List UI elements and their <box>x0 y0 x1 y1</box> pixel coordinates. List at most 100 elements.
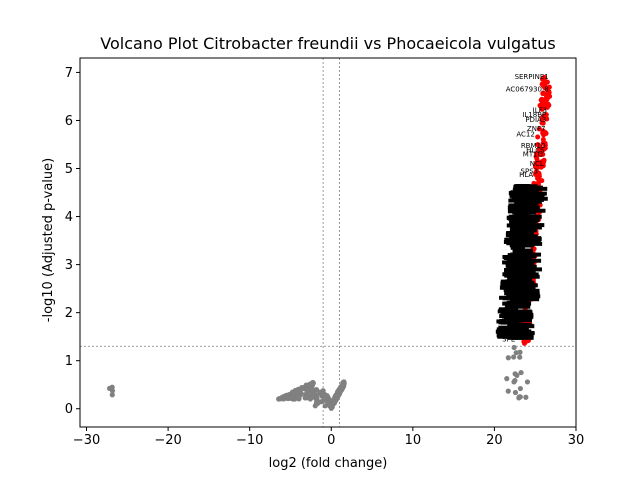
point-not-significant <box>300 384 307 391</box>
gene-label-4: PDIA3 <box>525 116 546 124</box>
label-overlap-mark <box>515 296 538 301</box>
gene-label-22: ALB <box>504 302 518 310</box>
point-not-significant <box>326 397 332 403</box>
x-tick-label: −10 <box>236 433 263 448</box>
point-not-significant <box>523 394 529 400</box>
point-not-significant <box>318 399 324 405</box>
label-overlap-mark <box>509 318 532 323</box>
label-overlap-mark <box>524 191 547 196</box>
point-not-significant <box>511 344 517 351</box>
point-significant <box>542 145 548 151</box>
gene-label-12: HLA <box>519 171 533 179</box>
x-tick-label: 10 <box>405 433 422 448</box>
label-overlap-mark <box>510 245 525 250</box>
gene-label-24: ATP <box>507 327 520 335</box>
point-significant <box>533 151 539 157</box>
gene-label-7: RBM10 <box>521 142 546 150</box>
label-overlap-mark <box>506 293 530 298</box>
point-not-significant <box>511 379 517 385</box>
point-not-significant <box>294 387 301 393</box>
point-not-significant <box>295 392 301 398</box>
point-significant <box>540 91 546 97</box>
label-overlap-mark <box>499 314 515 319</box>
label-overlap-mark <box>495 329 519 334</box>
label-overlap-mark <box>509 243 533 248</box>
y-axis-label: -log10 (Adjusted p-value) <box>41 158 56 322</box>
label-overlap-mark <box>524 205 540 210</box>
point-not-significant <box>106 385 113 392</box>
point-significant <box>535 134 541 140</box>
plot-area: SERPINE1 AC067930.8 ILF3IL18BPPDIA3ZNF7AC1… <box>65 57 585 448</box>
label-overlap-mark <box>506 267 521 272</box>
point-significant <box>541 74 547 80</box>
gene-label-13: CTSS <box>519 188 538 196</box>
point-not-significant <box>276 396 283 402</box>
label-overlap-mark <box>512 210 537 215</box>
label-overlap-mark <box>512 250 530 255</box>
point-not-significant <box>319 391 325 397</box>
point-significant <box>539 120 545 126</box>
label-overlap-mark <box>506 241 528 246</box>
label-overlap-mark <box>518 238 541 243</box>
label-overlap-mark <box>505 311 529 316</box>
gene-label-20: ACT <box>507 278 522 286</box>
chart-title: Volcano Plot Citrobacter freundii vs Pho… <box>100 34 555 53</box>
gene-label-8: HLCS <box>526 146 545 154</box>
label-overlap-mark <box>522 200 538 205</box>
gene-label-23: SLC <box>500 309 513 317</box>
gene-label-25: SPE <box>502 336 515 344</box>
plot-frame <box>79 57 577 428</box>
label-overlap-mark <box>507 258 531 263</box>
y-tick-label: 6 <box>65 114 73 129</box>
point-not-significant <box>505 388 511 394</box>
x-tick-label: 20 <box>486 433 503 448</box>
point-significant <box>539 116 545 122</box>
gene-label-19: CAS <box>507 268 522 276</box>
point-not-significant <box>327 401 333 407</box>
gene-label-21: ATF <box>506 292 519 300</box>
point-not-significant <box>310 380 316 386</box>
label-overlap-mark <box>510 262 529 267</box>
point-not-significant <box>517 349 523 355</box>
label-overlap-mark <box>508 191 530 196</box>
x-tick-label: 30 <box>568 433 585 448</box>
point-significant <box>533 170 539 176</box>
point-significant <box>541 157 547 163</box>
point-not-significant <box>512 389 519 396</box>
point-not-significant <box>334 396 340 402</box>
point-not-significant <box>309 385 315 392</box>
label-overlap-mark <box>500 279 520 284</box>
point-not-significant <box>505 355 511 361</box>
label-overlap-mark <box>513 184 538 189</box>
label-overlap-mark <box>512 315 533 320</box>
gene-label-16: CDK <box>509 233 524 241</box>
gene-label-2: ILF3 <box>533 106 547 114</box>
label-overlap-mark <box>514 214 530 219</box>
point-not-significant <box>289 390 295 396</box>
label-overlap-mark <box>519 196 534 201</box>
point-not-significant <box>504 376 510 382</box>
point-significant <box>542 85 548 91</box>
point-not-significant <box>340 384 346 390</box>
point-significant <box>536 147 542 153</box>
y-tick-label: 4 <box>65 210 73 225</box>
label-overlap-mark <box>514 271 536 276</box>
point-significant <box>540 137 546 143</box>
label-overlap-mark <box>510 207 526 212</box>
label-overlap-mark <box>522 194 537 199</box>
point-not-significant <box>517 354 523 360</box>
label-overlap-mark <box>513 302 529 307</box>
point-not-significant <box>513 350 519 356</box>
gene-label-9: MT1G <box>523 151 543 159</box>
point-significant <box>539 106 545 112</box>
gene-label-10: NCL <box>530 160 544 168</box>
label-overlap-mark <box>502 283 525 288</box>
label-overlap-mark <box>507 277 527 282</box>
point-significant <box>544 92 550 98</box>
gene-label-1: AC067930.8 <box>506 86 549 94</box>
y-tick-label: 5 <box>65 162 73 177</box>
point-significant <box>543 112 549 118</box>
point-not-significant <box>313 395 319 402</box>
gene-label-18: AD0 <box>505 259 520 267</box>
y-tick-label: 1 <box>65 354 73 369</box>
